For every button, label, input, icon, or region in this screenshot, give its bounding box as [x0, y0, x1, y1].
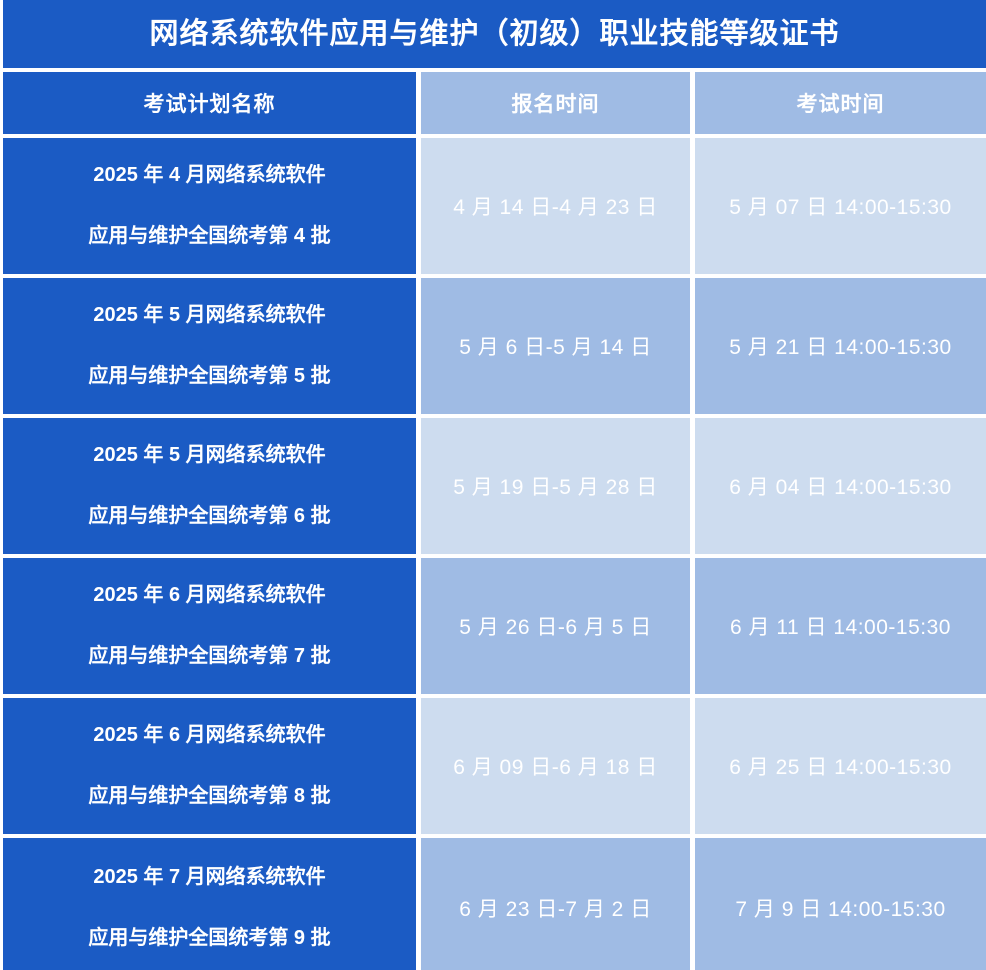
cell-registration-time: 5 月 19 日-5 月 28 日 — [421, 418, 695, 558]
cell-plan-name: 2025 年 5 月网络系统软件 应用与维护全国统考第 6 批 — [3, 418, 421, 558]
cell-plan-name: 2025 年 5 月网络系统软件 应用与维护全国统考第 5 批 — [3, 278, 421, 418]
plan-name-line-1: 2025 年 4 月网络系统软件 — [93, 164, 326, 186]
cell-plan-name: 2025 年 6 月网络系统软件 应用与维护全国统考第 8 批 — [3, 698, 421, 838]
cell-exam-time: 5 月 21 日 14:00-15:30 — [695, 278, 986, 418]
page-title: 网络系统软件应用与维护（初级）职业技能等级证书 — [149, 17, 840, 50]
plan-name-line-2: 应用与维护全国统考第 7 批 — [88, 645, 331, 667]
plan-name-line-1: 2025 年 7 月网络系统软件 — [93, 866, 326, 888]
table-row: 2025 年 5 月网络系统软件 应用与维护全国统考第 6 批 5 月 19 日… — [3, 418, 986, 558]
table-body: 2025 年 4 月网络系统软件 应用与维护全国统考第 4 批 4 月 14 日… — [3, 138, 986, 970]
table-row: 2025 年 5 月网络系统软件 应用与维护全国统考第 5 批 5 月 6 日-… — [3, 278, 986, 418]
cell-exam-time: 7 月 9 日 14:00-15:30 — [695, 838, 986, 970]
cell-registration-time: 5 月 26 日-6 月 5 日 — [421, 558, 695, 698]
cell-registration-time: 6 月 23 日-7 月 2 日 — [421, 838, 695, 970]
plan-name-line-2: 应用与维护全国统考第 5 批 — [88, 365, 331, 387]
plan-name-line-2: 应用与维护全国统考第 9 批 — [88, 927, 331, 949]
plan-name-line-1: 2025 年 6 月网络系统软件 — [93, 724, 326, 746]
plan-name-line-1: 2025 年 5 月网络系统软件 — [93, 444, 326, 466]
cell-registration-time: 5 月 6 日-5 月 14 日 — [421, 278, 695, 418]
title-table-divider — [3, 68, 986, 72]
column-header-plan-name: 考试计划名称 — [3, 72, 421, 138]
table-row: 2025 年 7 月网络系统软件 应用与维护全国统考第 9 批 6 月 23 日… — [3, 838, 986, 970]
column-header-registration-time: 报名时间 — [421, 72, 695, 138]
cell-plan-name: 2025 年 4 月网络系统软件 应用与维护全国统考第 4 批 — [3, 138, 421, 278]
table-row: 2025 年 6 月网络系统软件 应用与维护全国统考第 8 批 6 月 09 日… — [3, 698, 986, 838]
plan-name-line-1: 2025 年 5 月网络系统软件 — [93, 304, 326, 326]
table-row: 2025 年 4 月网络系统软件 应用与维护全国统考第 4 批 4 月 14 日… — [3, 138, 986, 278]
page-title-banner: 网络系统软件应用与维护（初级）职业技能等级证书 — [3, 0, 986, 68]
cell-plan-name: 2025 年 6 月网络系统软件 应用与维护全国统考第 7 批 — [3, 558, 421, 698]
cell-exam-time: 6 月 25 日 14:00-15:30 — [695, 698, 986, 838]
cell-exam-time: 6 月 11 日 14:00-15:30 — [695, 558, 986, 698]
cell-exam-time: 5 月 07 日 14:00-15:30 — [695, 138, 986, 278]
cell-plan-name: 2025 年 7 月网络系统软件 应用与维护全国统考第 9 批 — [3, 838, 421, 970]
cell-exam-time: 6 月 04 日 14:00-15:30 — [695, 418, 986, 558]
cell-registration-time: 4 月 14 日-4 月 23 日 — [421, 138, 695, 278]
plan-name-line-2: 应用与维护全国统考第 4 批 — [88, 225, 331, 247]
cell-registration-time: 6 月 09 日-6 月 18 日 — [421, 698, 695, 838]
column-header-exam-time: 考试时间 — [695, 72, 986, 138]
plan-name-line-2: 应用与维护全国统考第 8 批 — [88, 785, 331, 807]
table-row: 2025 年 6 月网络系统软件 应用与维护全国统考第 7 批 5 月 26 日… — [3, 558, 986, 698]
plan-name-line-1: 2025 年 6 月网络系统软件 — [93, 584, 326, 606]
plan-name-line-2: 应用与维护全国统考第 6 批 — [88, 505, 331, 527]
exam-schedule-table: 考试计划名称 报名时间 考试时间 2025 年 4 月网络系统软件 应用与维护全… — [3, 72, 986, 970]
table-header: 考试计划名称 报名时间 考试时间 — [3, 72, 986, 138]
table-header-row: 考试计划名称 报名时间 考试时间 — [3, 72, 986, 138]
